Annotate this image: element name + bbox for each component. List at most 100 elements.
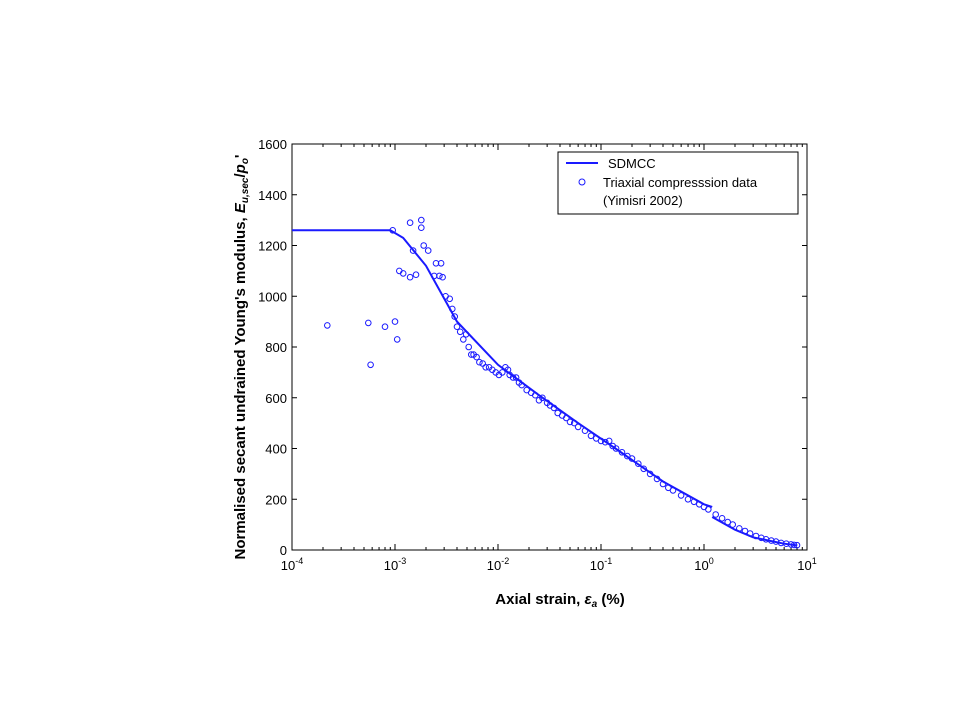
- legend: SDMCC Triaxial compresssion data (Yimisr…: [557, 151, 799, 215]
- data-point: [406, 273, 414, 281]
- data-point: [324, 322, 331, 329]
- data-point: [783, 540, 790, 548]
- data-point: [597, 437, 605, 445]
- data-point: [476, 358, 483, 366]
- x-tick-label: 10-1: [590, 556, 612, 573]
- data-point: [646, 470, 654, 478]
- data-point: [718, 515, 726, 522]
- data-point: [456, 328, 464, 336]
- data-point: [790, 541, 798, 549]
- data-point: [690, 498, 698, 506]
- data-point: [424, 247, 432, 254]
- legend-marker-swatch: [578, 178, 586, 186]
- data-point: [482, 364, 490, 371]
- y-tick-label: 200: [265, 492, 287, 507]
- x-axis-title: Axial strain, εa (%): [495, 591, 624, 610]
- data-point: [512, 374, 520, 381]
- data-point: [605, 437, 613, 445]
- data-point: [532, 391, 539, 399]
- data-point: [724, 518, 732, 526]
- data-point: [758, 534, 765, 542]
- y-tick-label: 1000: [258, 289, 287, 304]
- data-point: [365, 319, 372, 327]
- data-point: [640, 465, 648, 473]
- y-tick-label: 600: [265, 391, 287, 406]
- legend-entry-sdmcc: SDMCC: [608, 156, 656, 171]
- y-tick-label: 800: [265, 340, 287, 355]
- data-point: [412, 271, 420, 279]
- y-tick-label: 1200: [258, 239, 287, 254]
- data-point: [712, 511, 720, 518]
- data-point: [550, 404, 558, 412]
- data-point: [736, 525, 743, 532]
- data-point: [420, 242, 428, 249]
- data-point: [391, 318, 399, 325]
- data-point: [409, 247, 417, 254]
- legend-entry-triaxial-line1: Triaxial compresssion data: [603, 175, 758, 190]
- data-point: [460, 336, 467, 343]
- data-point: [509, 374, 517, 381]
- data-point: [539, 394, 546, 402]
- data-point: [468, 351, 475, 358]
- data-point: [602, 438, 609, 446]
- y-axis: 0 200 400 600 800 1000 1200 1400 1600: [258, 137, 807, 558]
- data-point: [446, 295, 454, 303]
- x-tick-label: 100: [694, 556, 713, 573]
- y-tick-label: 0: [280, 543, 287, 558]
- data-point: [571, 419, 578, 427]
- x-tick-label: 10-3: [384, 556, 406, 573]
- data-point: [437, 260, 445, 267]
- y-axis-title: Normalised secant undrained Young's modu…: [232, 154, 251, 559]
- data-point: [612, 445, 620, 452]
- data-point: [436, 272, 443, 280]
- data-point: [473, 353, 480, 361]
- x-tick-label: 101: [797, 556, 816, 573]
- data-point: [684, 496, 692, 503]
- data-point: [659, 480, 667, 488]
- legend-entry-triaxial-line2: (Yimisri 2002): [603, 193, 683, 208]
- data-point: [499, 369, 506, 376]
- data-point: [705, 506, 712, 513]
- data-point: [628, 455, 636, 462]
- data-point: [381, 323, 389, 331]
- data-point: [449, 305, 456, 313]
- data-point: [393, 336, 401, 343]
- data-point: [439, 273, 446, 281]
- data-point: [432, 260, 440, 267]
- data-point: [587, 432, 595, 440]
- data-point: [367, 361, 374, 369]
- data-point: [741, 527, 749, 535]
- data-point: [518, 381, 526, 389]
- data-point: [618, 449, 626, 456]
- data-point: [669, 487, 677, 494]
- data-point: [465, 343, 473, 351]
- data-point: [418, 224, 425, 231]
- data-point: [399, 270, 407, 277]
- series-layer: [292, 216, 801, 549]
- data-point: [574, 423, 582, 431]
- data-point: [768, 537, 775, 544]
- data-point: [462, 331, 470, 338]
- y-tick-label: 1400: [258, 188, 287, 203]
- series-line-1: [711, 516, 798, 547]
- data-point: [677, 492, 685, 499]
- data-point: [793, 541, 801, 549]
- data-point: [729, 521, 737, 528]
- data-point: [406, 219, 414, 226]
- data-point: [635, 460, 642, 468]
- data-point: [563, 414, 570, 422]
- x-axis: 10-4 10-3 10-2 10-1 100 101: [281, 144, 817, 573]
- x-tick-label: 10-2: [487, 556, 509, 573]
- data-point: [389, 227, 397, 234]
- x-tick-label: 10-4: [281, 556, 303, 573]
- data-point: [581, 427, 589, 435]
- y-tick-label: 1600: [258, 137, 287, 152]
- y-tick-label: 400: [265, 442, 287, 457]
- data-point: [418, 216, 425, 224]
- data-point: [451, 313, 459, 320]
- data-point: [746, 530, 754, 537]
- data-point: [653, 475, 661, 483]
- data-point: [453, 323, 461, 331]
- data-point: [566, 418, 574, 426]
